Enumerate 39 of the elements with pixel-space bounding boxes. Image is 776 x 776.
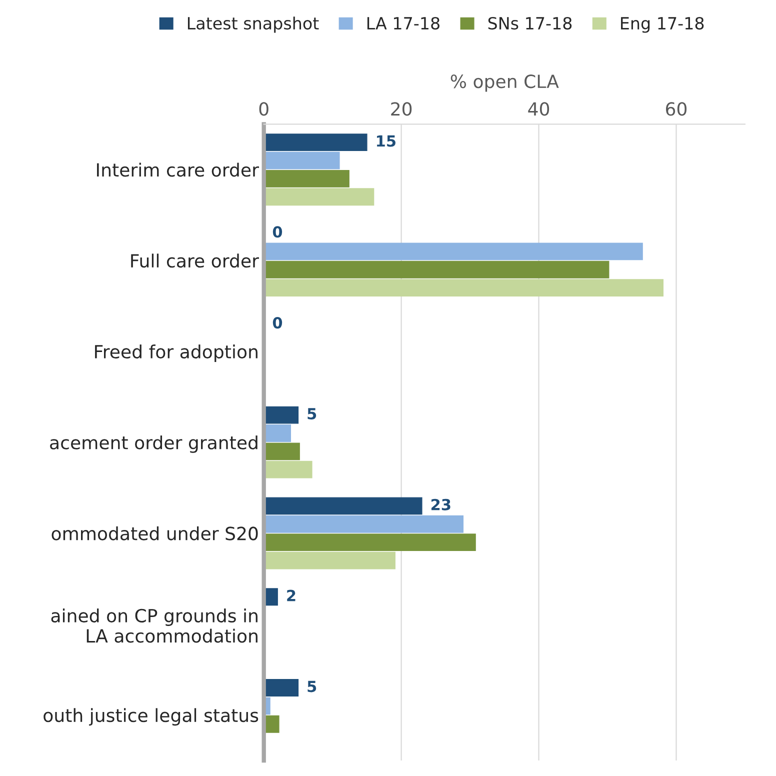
data-label: 5 [308, 680, 316, 692]
x-axis-title: % open CLA [450, 74, 559, 92]
bar [264, 279, 664, 296]
bar [264, 515, 464, 533]
data-label: 0 [272, 226, 282, 238]
y-tick-label: acement order granted [50, 435, 258, 453]
x-tick-label: 20 [391, 102, 412, 116]
bar [264, 679, 299, 696]
bar [264, 134, 368, 152]
legend-label: LA 17-18 [367, 16, 440, 30]
bar [264, 152, 340, 170]
data-label: 2 [287, 590, 296, 602]
bar [264, 188, 374, 206]
bar [264, 442, 300, 460]
y-tick-label: Interim care order [97, 162, 259, 177]
bar [264, 460, 312, 478]
x-tick-label: 40 [528, 102, 550, 116]
bar [264, 534, 476, 552]
bar [264, 260, 610, 278]
legend-label: SNs 17-18 [488, 16, 572, 30]
y-tick-label: Full care order [131, 254, 259, 268]
data-label: 15 [376, 135, 396, 147]
x-tick-label: 0 [259, 102, 268, 116]
y-tick-label: ained on CP grounds in LA accommodation [51, 608, 258, 643]
x-tick-label: 60 [666, 102, 687, 116]
bar [264, 242, 643, 260]
data-label: 23 [431, 498, 450, 510]
y-tick-label: outh justice legal status [44, 708, 258, 726]
y-tick-label: ommodated under S20 [52, 526, 258, 540]
bar [264, 424, 291, 442]
y-tick-label: Freed for adoption [95, 344, 258, 362]
legend-label: Eng 17-18 [621, 16, 704, 33]
legend-label: Latest snapshot [188, 16, 319, 33]
data-label: 5 [308, 408, 316, 420]
bar [264, 170, 350, 188]
bar [264, 552, 396, 570]
bar [264, 406, 299, 424]
bar [264, 497, 422, 515]
data-label: 0 [272, 317, 282, 329]
